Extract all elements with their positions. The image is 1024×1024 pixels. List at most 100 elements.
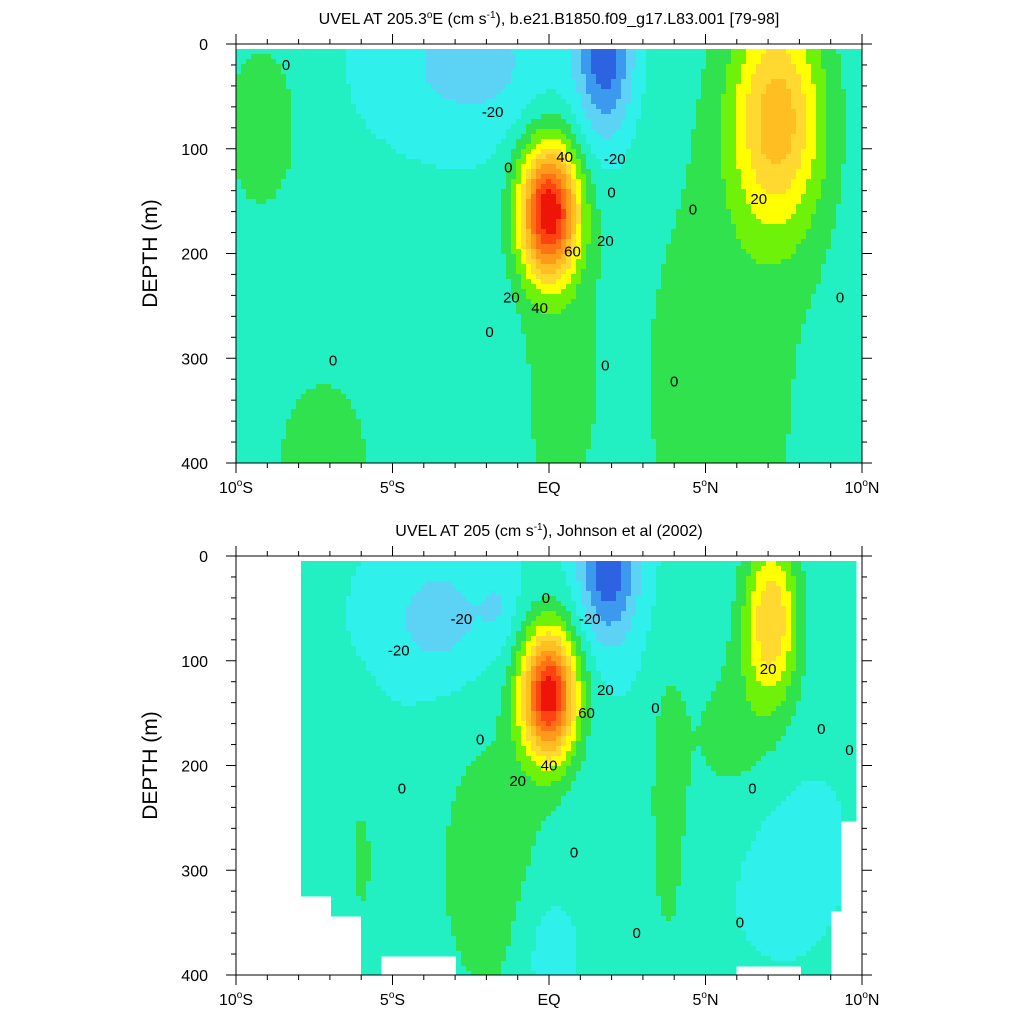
field-cell [846, 119, 852, 125]
field-cell [511, 194, 517, 200]
field-cell [686, 144, 692, 150]
field-cell [571, 239, 577, 245]
field-cell [851, 164, 857, 170]
field-cell [436, 229, 442, 235]
field-cell [796, 84, 802, 90]
field-cell [251, 164, 257, 170]
field-cell [511, 159, 517, 165]
field-cell [571, 204, 577, 210]
field-cell [666, 179, 672, 185]
field-cell [776, 164, 782, 170]
field-cell [346, 149, 352, 155]
field-cell [531, 229, 537, 235]
field-cell [666, 169, 672, 175]
field-cell [236, 54, 242, 60]
field-cell [421, 154, 427, 160]
field-cell [456, 114, 462, 120]
field-cell [381, 174, 387, 180]
field-cell [506, 84, 512, 90]
field-cell [641, 129, 647, 135]
field-cell [596, 59, 602, 65]
field-cell [506, 244, 512, 250]
field-cell [441, 219, 447, 225]
field-cell [346, 209, 352, 215]
field-cell [411, 84, 417, 90]
field-cell [726, 169, 732, 175]
field-cell [786, 229, 792, 235]
field-cell [486, 94, 492, 100]
field-cell [616, 209, 622, 215]
field-cell [846, 149, 852, 155]
field-cell [451, 74, 457, 80]
field-cell [736, 204, 742, 210]
field-cell [841, 209, 847, 215]
field-cell [641, 169, 647, 175]
field-cell [301, 114, 307, 120]
field-cell [441, 229, 447, 235]
field-cell [721, 89, 727, 95]
field-cell [311, 144, 317, 150]
field-cell [301, 204, 307, 210]
field-cell [781, 129, 787, 135]
field-cell [651, 174, 657, 180]
field-cell [581, 94, 587, 100]
field-cell [481, 84, 487, 90]
field-cell [526, 94, 532, 100]
field-cell [341, 164, 347, 170]
field-cell [656, 139, 662, 145]
field-cell [236, 129, 242, 135]
field-cell [436, 109, 442, 115]
field-cell [596, 94, 602, 100]
field-cell [556, 214, 562, 220]
field-cell [576, 179, 582, 185]
field-cell [556, 169, 562, 175]
field-cell [286, 89, 292, 95]
field-cell [601, 214, 607, 220]
field-cell [441, 154, 447, 160]
field-cell [586, 79, 592, 85]
field-cell [711, 149, 717, 155]
field-cell [276, 184, 282, 190]
field-cell [816, 129, 822, 135]
field-cell [386, 89, 392, 95]
field-cell [286, 69, 292, 75]
field-cell [406, 129, 412, 135]
field-cell [856, 149, 862, 155]
field-cell [686, 129, 692, 135]
field-cell [856, 154, 862, 160]
field-cell [691, 119, 697, 125]
field-cell [736, 84, 742, 90]
field-cell [711, 209, 717, 215]
field-cell [581, 74, 587, 80]
field-cell [786, 194, 792, 200]
field-cell [666, 234, 672, 240]
field-cell [321, 124, 327, 130]
field-cell [426, 144, 432, 150]
field-cell [356, 169, 362, 175]
field-cell [636, 74, 642, 80]
field-cell [476, 59, 482, 65]
field-cell [476, 214, 482, 220]
field-cell [391, 189, 397, 195]
field-cell [251, 214, 257, 220]
field-cell [821, 159, 827, 165]
field-cell [786, 79, 792, 85]
field-cell [451, 54, 457, 60]
field-cell [826, 194, 832, 200]
field-cell [811, 114, 817, 120]
field-cell [431, 69, 437, 75]
field-cell [396, 99, 402, 105]
field-cell [486, 49, 492, 55]
field-cell [351, 229, 357, 235]
field-cell [501, 234, 507, 240]
field-cell [376, 144, 382, 150]
field-cell [296, 209, 302, 215]
field-cell [401, 114, 407, 120]
field-cell [766, 69, 772, 75]
field-cell [666, 154, 672, 160]
field-cell [541, 114, 547, 120]
field-cell [796, 139, 802, 145]
field-cell [271, 54, 277, 60]
field-cell [576, 114, 582, 120]
field-cell [536, 164, 542, 170]
